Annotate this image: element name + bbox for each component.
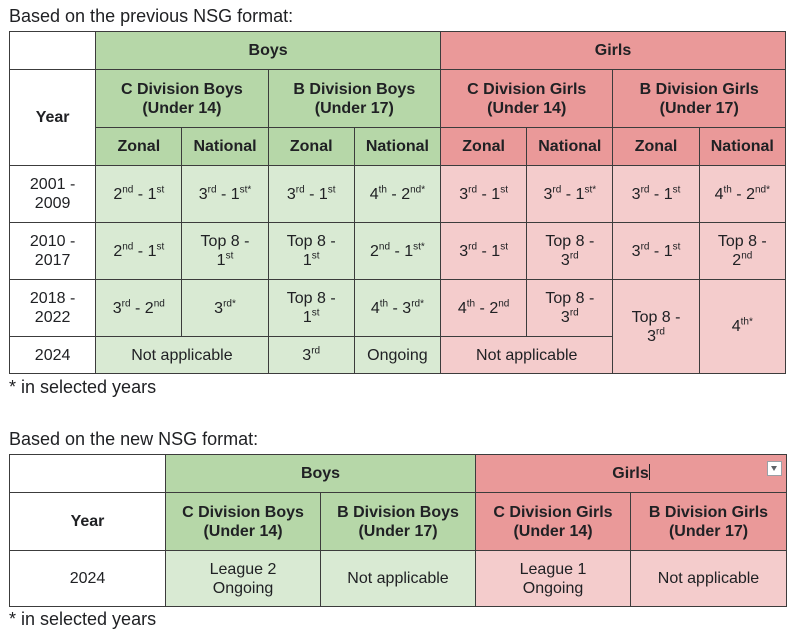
year-header: Year xyxy=(8,69,97,166)
result-cell: 3rd xyxy=(267,336,355,374)
result-cell: 3rd - 2nd xyxy=(95,279,183,337)
result-cell: League 1 Ongoing xyxy=(475,550,631,607)
result-cell: 4th - 2nd* xyxy=(698,165,787,223)
result-cell: Top 8 -1st xyxy=(181,222,269,280)
result-cell: 3rd - 1st* xyxy=(526,165,614,223)
result-cell: Ongoing xyxy=(353,336,442,374)
year-header: Year xyxy=(9,492,166,551)
girls-header: Girls xyxy=(440,31,786,70)
result-cell: 3rd - 1st* xyxy=(181,165,269,223)
b-division-girls-header: B Division Girls (Under 17) xyxy=(630,492,787,551)
corner-cell xyxy=(9,454,166,493)
result-cell: 4th - 3rd* xyxy=(353,279,442,337)
c-division-boys-header: C Division Boys (Under 14) xyxy=(95,69,269,128)
result-cell: League 2 Ongoing xyxy=(165,550,321,607)
year-cell: 2010 -2017 xyxy=(8,222,97,280)
zonal-header: Zonal xyxy=(267,127,355,166)
result-cell: 4th - 2nd* xyxy=(353,165,442,223)
result-cell: Not applicable xyxy=(440,336,614,374)
national-header: National xyxy=(353,127,442,166)
zonal-header: Zonal xyxy=(440,127,528,166)
c-division-girls-header: C Division Girls (Under 14) xyxy=(475,492,631,551)
new-format-table: Boys Girls Year C Division Boys (Under 14… xyxy=(9,454,787,607)
result-cell: Not applicable xyxy=(320,550,476,607)
zonal-header: Zonal xyxy=(612,127,700,166)
c-division-boys-header: C Division Boys (Under 14) xyxy=(165,492,321,551)
result-cell: Top 8 -3rd xyxy=(612,279,700,374)
result-cell: 2nd - 1st* xyxy=(353,222,442,280)
year-cell: 2018 -2022 xyxy=(8,279,97,337)
result-cell: 3rd - 1st xyxy=(612,165,700,223)
previous-format-caption: Based on the previous NSG format: xyxy=(9,6,294,26)
national-header: National xyxy=(526,127,614,166)
text-cursor xyxy=(648,464,650,480)
dropdown-arrow-icon[interactable] xyxy=(767,461,782,476)
boys-header: Boys xyxy=(165,454,476,493)
result-cell: 4th* xyxy=(698,279,787,374)
table-row: 2024 League 2 Ongoing Not applicable Leag… xyxy=(9,550,787,607)
result-cell: 2nd - 1st xyxy=(95,222,183,280)
national-header: National xyxy=(698,127,787,166)
result-cell: 3rd - 1st xyxy=(440,165,528,223)
zonal-header: Zonal xyxy=(95,127,183,166)
b-division-girls-header: B Division Girls (Under 17) xyxy=(612,69,786,128)
result-cell: Top 8 -2nd xyxy=(698,222,787,280)
previous-footnote: * in selected years xyxy=(9,377,157,397)
result-cell: 2nd - 1st xyxy=(95,165,183,223)
girls-header: Girls xyxy=(612,465,649,482)
result-cell: Not applicable xyxy=(95,336,269,374)
new-format-caption: Based on the new NSG format: xyxy=(9,429,259,449)
girls-header-cell[interactable]: Girls xyxy=(475,454,787,493)
corner-cell xyxy=(8,31,97,70)
table-row: 2024 Not applicable 3rd Ongoing Not appl… xyxy=(8,336,786,374)
year-cell: 2024 xyxy=(8,336,97,374)
year-cell: 2024 xyxy=(9,550,166,607)
result-cell: 3rd* xyxy=(181,279,269,337)
year-cell: 2001 -2009 xyxy=(8,165,97,223)
result-cell: Top 8 -3rd xyxy=(526,279,614,337)
result-cell: Top 8 -1st xyxy=(267,279,355,337)
b-division-boys-header: B Division Boys (Under 17) xyxy=(267,69,442,128)
result-cell: Top 8 -1st xyxy=(267,222,355,280)
result-cell: 3rd - 1st xyxy=(612,222,700,280)
c-division-girls-header: C Division Girls (Under 14) xyxy=(440,69,614,128)
table-row: 2010 -2017 2nd - 1st Top 8 -1st Top 8 -1… xyxy=(8,222,787,280)
national-header: National xyxy=(181,127,269,166)
new-footnote: * in selected years xyxy=(9,609,157,629)
result-cell: 3rd - 1st xyxy=(267,165,355,223)
previous-format-table: Boys Girls Year C Division Boys (Under 14… xyxy=(8,31,787,374)
b-division-boys-header: B Division Boys (Under 17) xyxy=(320,492,476,551)
boys-header: Boys xyxy=(95,31,442,70)
result-cell: Not applicable xyxy=(630,550,787,607)
table-row: 2001 -2009 2nd - 1st 3rd - 1st* 3rd - 1s… xyxy=(8,165,787,223)
table-row: 2018 -2022 3rd - 2nd 3rd* Top 8 -1st 4th… xyxy=(8,279,787,374)
result-cell: 4th - 2nd xyxy=(440,279,528,337)
result-cell: 3rd - 1st xyxy=(440,222,528,280)
result-cell: Top 8 -3rd xyxy=(526,222,614,280)
